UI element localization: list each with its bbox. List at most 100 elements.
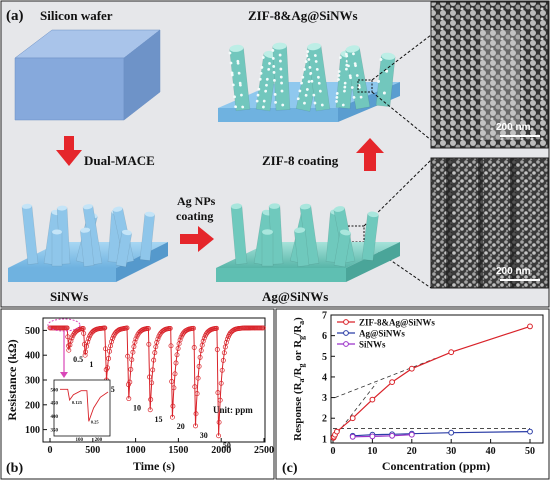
zif8-nanowire bbox=[306, 43, 331, 112]
chart-b-x-tick-label: 2000 bbox=[211, 445, 231, 456]
resistance-point bbox=[131, 344, 137, 350]
zif8-particle bbox=[307, 58, 311, 61]
resistance-point bbox=[82, 352, 88, 358]
zif8-particle bbox=[347, 64, 350, 68]
zif8-particle bbox=[259, 71, 263, 75]
chart-c-x-tick-label: 20 bbox=[407, 446, 417, 457]
ag-sinws-array bbox=[216, 203, 400, 282]
zif8-particle bbox=[234, 105, 238, 109]
zoom-line-top-2 bbox=[371, 91, 432, 141]
sinw-nanowire bbox=[79, 227, 95, 267]
resistance-point bbox=[81, 330, 87, 336]
legend-label: Ag@SiNWs bbox=[359, 329, 405, 339]
zif8-particle bbox=[256, 93, 260, 97]
inset-peak-label: 0.125 bbox=[72, 400, 83, 405]
sinws-label: SiNWs bbox=[50, 289, 88, 304]
panel-a: (a) Silicon wafer ZIF-8&Ag@SiNWs 200 nm bbox=[0, 0, 550, 308]
resistance-point bbox=[168, 343, 174, 349]
series-point bbox=[408, 365, 415, 372]
resistance-point bbox=[103, 346, 108, 352]
zif8-particle bbox=[315, 67, 319, 71]
zif8-particle bbox=[352, 95, 356, 99]
arrow-right-icon bbox=[180, 226, 214, 252]
zif8-particle bbox=[271, 57, 275, 60]
zif8-particle bbox=[337, 74, 341, 77]
silicon-wafer-label: Silicon wafer bbox=[40, 8, 113, 23]
panel-c: 0 10 20 30 40 50 1 2 3 4 5 6 7 ZIF-8&Ag@SiNWsAg@SiNW… bbox=[275, 308, 550, 480]
resistance-point bbox=[169, 414, 175, 420]
zif8-particle bbox=[279, 59, 282, 63]
sinw-nanowire bbox=[115, 229, 133, 268]
zif8-particle bbox=[271, 49, 275, 52]
chart-b-y-tick-label: 400 bbox=[25, 351, 40, 362]
resistance-point bbox=[146, 341, 152, 347]
zif8-particle bbox=[335, 92, 339, 95]
resistance-point bbox=[133, 336, 139, 342]
sinws-array bbox=[8, 203, 168, 282]
series-point bbox=[448, 349, 455, 356]
chart-c-x-tick-label: 0 bbox=[331, 446, 336, 457]
zif8-particle bbox=[341, 103, 345, 107]
zif8-particle bbox=[301, 75, 305, 79]
concentration-label: 15 bbox=[154, 415, 162, 424]
inset-y-tick-label: 500 bbox=[51, 388, 59, 393]
zif8-particle bbox=[268, 62, 271, 65]
resistance-point bbox=[125, 353, 131, 359]
arrow-up-icon bbox=[356, 138, 384, 171]
chart-c-x-tick-label: 10 bbox=[367, 446, 377, 457]
zif8-particle bbox=[350, 86, 354, 89]
zif8-particle bbox=[335, 96, 339, 99]
panel-a-label: (a) bbox=[6, 8, 24, 24]
coating-label: coating bbox=[176, 209, 213, 223]
resistance-point bbox=[102, 325, 108, 331]
panel-b-label: (b) bbox=[6, 461, 23, 476]
resistance-point bbox=[169, 379, 175, 384]
ag-nanowire bbox=[261, 229, 274, 267]
unit-note: Unit: ppm bbox=[213, 405, 253, 415]
concentration-label: 1 bbox=[89, 360, 93, 369]
zif8-particle bbox=[304, 93, 308, 97]
zif8-particle bbox=[272, 71, 276, 74]
resistance-point bbox=[129, 357, 135, 363]
zif8-particle bbox=[354, 64, 357, 68]
resistance-point bbox=[200, 338, 206, 344]
series-line bbox=[352, 431, 531, 437]
zif8-particle bbox=[240, 93, 243, 97]
resistance-point bbox=[221, 350, 227, 356]
zif8-particle bbox=[345, 54, 349, 58]
zif8-particle bbox=[335, 100, 338, 103]
zif8-particle bbox=[264, 89, 268, 93]
zif8-particle bbox=[236, 59, 240, 63]
chart-b-x-tick-label: 0 bbox=[48, 445, 53, 456]
chart-c-y-tick-label: 3 bbox=[322, 393, 327, 404]
zif8-particle bbox=[273, 92, 277, 96]
legend-swatch-marker bbox=[343, 330, 349, 336]
zif8-particle bbox=[317, 81, 321, 85]
resistance-point bbox=[130, 349, 136, 355]
resistance-point bbox=[147, 374, 152, 380]
zif8-particle bbox=[318, 89, 322, 93]
resistance-point bbox=[86, 336, 92, 342]
zif8-particle bbox=[281, 103, 285, 107]
series-point bbox=[389, 379, 396, 386]
ag-nanowire bbox=[361, 211, 379, 261]
resistance-point bbox=[68, 338, 74, 344]
zif8-particle bbox=[359, 95, 363, 99]
zif8-particle bbox=[262, 99, 266, 103]
series-point bbox=[527, 323, 533, 330]
resistance-point bbox=[132, 339, 138, 345]
inset-y-tick-label: 350 bbox=[51, 428, 59, 433]
concentration-label: 50 bbox=[223, 441, 231, 450]
resistance-point bbox=[85, 339, 91, 345]
inset-peak-label: 0.25 bbox=[91, 419, 100, 424]
concentration-label: 30 bbox=[200, 431, 208, 440]
inset-y-tick-label: 400 bbox=[51, 415, 59, 420]
zif8-particle bbox=[279, 67, 283, 71]
zif8-particle bbox=[298, 89, 302, 93]
zif8-particle bbox=[255, 99, 259, 103]
resistance-point bbox=[69, 335, 75, 341]
resistance-point bbox=[214, 347, 220, 352]
